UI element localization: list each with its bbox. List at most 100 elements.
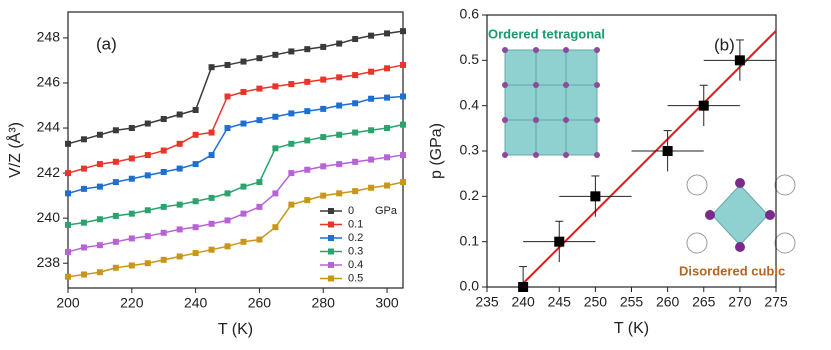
marker [304, 46, 311, 53]
marker [112, 127, 119, 134]
marker [96, 216, 103, 223]
marker [112, 238, 119, 245]
marker [384, 154, 391, 161]
marker [208, 246, 215, 253]
y-tick-label: 240 [37, 209, 61, 225]
legend-label: 0.4 [348, 259, 363, 271]
marker [320, 192, 327, 199]
x-tick-label: 260 [656, 294, 680, 310]
marker [224, 190, 231, 197]
marker [352, 100, 359, 107]
marker [144, 233, 151, 240]
series-line [67, 95, 404, 195]
marker [400, 93, 406, 100]
x-tick-label: 235 [475, 294, 499, 310]
point [734, 55, 745, 66]
y-tick-label: 246 [37, 74, 61, 90]
marker [320, 43, 327, 50]
marker [256, 55, 263, 62]
marker [400, 152, 406, 159]
marker [288, 81, 295, 88]
marker [176, 111, 183, 118]
marker [256, 179, 263, 186]
y-tick-label: 238 [37, 254, 61, 270]
marker [304, 166, 311, 173]
legend-marker [328, 275, 334, 282]
point [662, 146, 673, 156]
marker [272, 145, 279, 152]
marker [336, 131, 343, 138]
cubic-illustration [686, 174, 796, 254]
marker [112, 179, 119, 186]
x-tick-label: 275 [764, 294, 788, 310]
y-tick-label: 244 [37, 119, 61, 135]
marker [65, 273, 71, 280]
marker [80, 219, 87, 226]
marker [288, 110, 295, 117]
x-tick-label: 270 [728, 294, 752, 310]
marker [80, 244, 87, 251]
marker [160, 229, 167, 236]
marker [384, 125, 391, 132]
tetragonal-illustration [502, 47, 600, 158]
marker [176, 226, 183, 233]
marker [128, 235, 135, 242]
marker [384, 65, 391, 72]
x-tick-label: 240 [184, 295, 208, 311]
marker [272, 113, 279, 120]
marker [320, 134, 327, 141]
marker [288, 48, 295, 55]
x-axis-title: T (K) [218, 321, 253, 338]
marker [65, 140, 71, 147]
marker [192, 224, 199, 231]
y-tick-label: 0.3 [460, 142, 480, 158]
marker [272, 224, 279, 231]
marker [160, 256, 167, 263]
marker [256, 85, 263, 92]
point [698, 100, 709, 111]
marker [208, 152, 215, 159]
marker [336, 190, 343, 197]
marker [240, 88, 247, 95]
marker [352, 129, 359, 136]
y-tick-label: 248 [37, 29, 61, 45]
series-line [67, 154, 404, 253]
marker [400, 179, 406, 186]
marker [288, 170, 295, 177]
x-axis-title: T (K) [614, 320, 649, 337]
marker [144, 260, 151, 267]
marker [240, 183, 247, 190]
y-tick-label: 0.2 [460, 187, 480, 203]
marker [128, 175, 135, 182]
marker [224, 61, 231, 68]
marker [368, 95, 375, 102]
marker [65, 248, 71, 255]
marker [288, 140, 295, 147]
marker [96, 161, 103, 168]
legend-marker [328, 248, 334, 255]
marker [384, 182, 391, 189]
x-tick-label: 240 [511, 294, 535, 310]
marker [96, 183, 103, 190]
marker [240, 120, 247, 127]
x-tick-label: 220 [120, 295, 144, 311]
legend-marker [328, 235, 334, 241]
x-tick-label: 250 [584, 294, 608, 310]
marker [240, 210, 247, 217]
marker [304, 78, 311, 85]
y-tick-label: 0.5 [460, 51, 480, 67]
marker [336, 40, 343, 47]
panel-label: (b) [714, 35, 735, 54]
marker [304, 108, 311, 115]
marker [112, 264, 119, 271]
marker [400, 28, 406, 35]
marker [352, 72, 359, 79]
marker [224, 243, 231, 250]
marker [320, 105, 327, 112]
marker [176, 201, 183, 208]
legend-label: 0 [348, 205, 354, 217]
y-tick-label: 0.4 [460, 96, 480, 112]
legend-label: 0.5 [348, 272, 363, 284]
marker [208, 220, 215, 227]
marker [368, 127, 375, 134]
